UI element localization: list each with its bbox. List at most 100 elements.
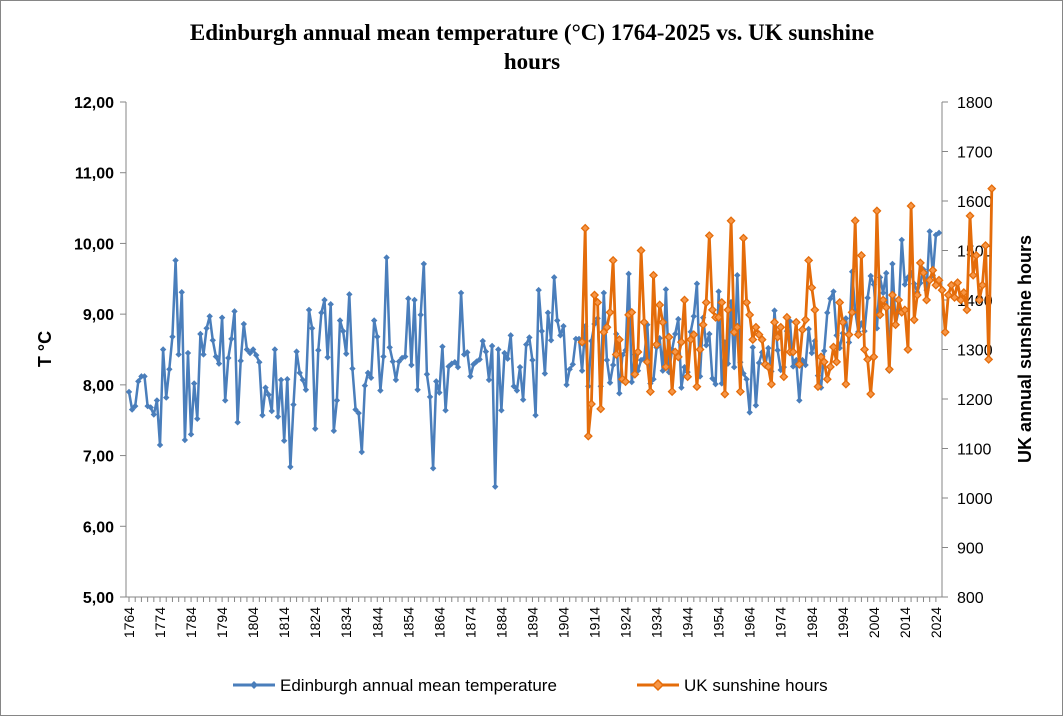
x-tick-label: 1834 bbox=[338, 607, 354, 638]
x-tick-label: 1824 bbox=[307, 607, 323, 638]
x-tick-label: 1944 bbox=[680, 607, 696, 638]
data-point bbox=[863, 354, 873, 364]
data-point bbox=[766, 379, 776, 389]
data-point bbox=[822, 374, 832, 384]
data-point bbox=[712, 380, 719, 388]
data-point bbox=[650, 376, 657, 383]
data-point bbox=[642, 357, 652, 367]
data-point bbox=[636, 245, 646, 256]
data-point bbox=[805, 325, 812, 333]
data-point bbox=[971, 250, 981, 260]
data-point bbox=[763, 362, 773, 372]
data-point bbox=[774, 347, 781, 354]
x-tick-label: 2014 bbox=[897, 607, 913, 638]
data-point bbox=[451, 359, 459, 366]
series-line bbox=[580, 188, 994, 438]
data-point bbox=[293, 348, 300, 355]
data-point bbox=[578, 367, 586, 374]
data-point bbox=[956, 295, 966, 305]
x-tick-label: 1874 bbox=[462, 607, 478, 638]
data-point bbox=[628, 378, 635, 386]
data-point bbox=[779, 372, 789, 382]
x-tick-label: 1774 bbox=[152, 607, 168, 638]
data-point bbox=[664, 332, 674, 342]
data-point bbox=[701, 297, 711, 307]
data-point bbox=[917, 279, 924, 287]
data-point bbox=[150, 411, 158, 418]
legend-item-temperature: Edinburgh annual mean temperature bbox=[233, 676, 557, 695]
data-point bbox=[290, 401, 297, 408]
data-point bbox=[287, 463, 294, 471]
data-point bbox=[181, 436, 189, 444]
data-point bbox=[864, 294, 871, 302]
data-point bbox=[526, 334, 533, 341]
data-point bbox=[726, 216, 736, 226]
data-point bbox=[678, 384, 685, 391]
left-y-tick-label: 6,00 bbox=[83, 519, 114, 536]
data-point bbox=[240, 320, 248, 328]
data-point bbox=[749, 344, 756, 351]
data-point bbox=[850, 216, 860, 226]
data-point bbox=[715, 288, 722, 295]
data-point bbox=[734, 272, 741, 279]
x-tick-label: 1864 bbox=[431, 607, 447, 638]
data-point bbox=[724, 360, 732, 367]
data-point bbox=[832, 357, 842, 367]
data-point bbox=[495, 346, 502, 353]
data-point bbox=[169, 333, 176, 340]
data-point bbox=[135, 378, 142, 385]
data-point bbox=[222, 397, 229, 404]
data-point bbox=[159, 346, 167, 353]
data-point bbox=[884, 364, 894, 374]
data-point bbox=[869, 352, 879, 362]
data-point bbox=[909, 315, 919, 325]
data-point bbox=[166, 366, 173, 373]
data-point bbox=[593, 297, 603, 307]
data-point bbox=[209, 337, 216, 344]
chart-title-line-2: hours bbox=[504, 49, 560, 74]
data-point bbox=[692, 382, 702, 392]
left-y-tick-label: 10,00 bbox=[74, 236, 114, 253]
data-point bbox=[178, 289, 185, 296]
data-point bbox=[577, 337, 587, 347]
data-point bbox=[732, 322, 742, 332]
data-point bbox=[429, 465, 437, 472]
right-y-ticks: 8009001000110012001300140015001600170018… bbox=[942, 95, 993, 607]
data-point bbox=[968, 270, 978, 280]
data-point bbox=[891, 320, 901, 330]
data-point bbox=[824, 309, 831, 316]
data-point bbox=[720, 389, 730, 399]
data-point bbox=[249, 346, 257, 353]
data-point bbox=[589, 290, 600, 300]
data-point bbox=[228, 335, 235, 343]
x-tick-label: 1934 bbox=[649, 607, 665, 638]
data-point bbox=[915, 258, 925, 268]
data-point bbox=[634, 367, 642, 374]
x-tick-label: 1784 bbox=[183, 607, 199, 638]
data-point bbox=[675, 315, 682, 323]
right-y-tick-label: 1800 bbox=[957, 95, 993, 112]
data-point bbox=[866, 389, 876, 399]
data-point bbox=[782, 312, 792, 322]
data-point bbox=[454, 363, 462, 371]
data-point bbox=[383, 254, 390, 261]
x-tick-label: 1844 bbox=[369, 607, 385, 638]
x-tick-label: 1984 bbox=[804, 607, 820, 638]
data-point bbox=[751, 322, 761, 332]
data-point bbox=[346, 291, 353, 298]
data-point bbox=[602, 322, 612, 332]
data-point bbox=[212, 353, 220, 360]
data-point bbox=[673, 352, 683, 362]
data-point bbox=[554, 317, 561, 324]
series-temperature bbox=[125, 228, 943, 490]
data-point bbox=[878, 295, 888, 305]
data-point bbox=[835, 297, 845, 307]
data-point bbox=[981, 241, 991, 251]
data-point bbox=[516, 363, 524, 371]
x-tick-label: 1764 bbox=[121, 607, 137, 638]
data-point bbox=[827, 295, 834, 302]
data-point bbox=[681, 363, 688, 371]
data-point bbox=[485, 376, 493, 384]
data-point bbox=[799, 356, 806, 364]
data-point bbox=[327, 301, 334, 308]
